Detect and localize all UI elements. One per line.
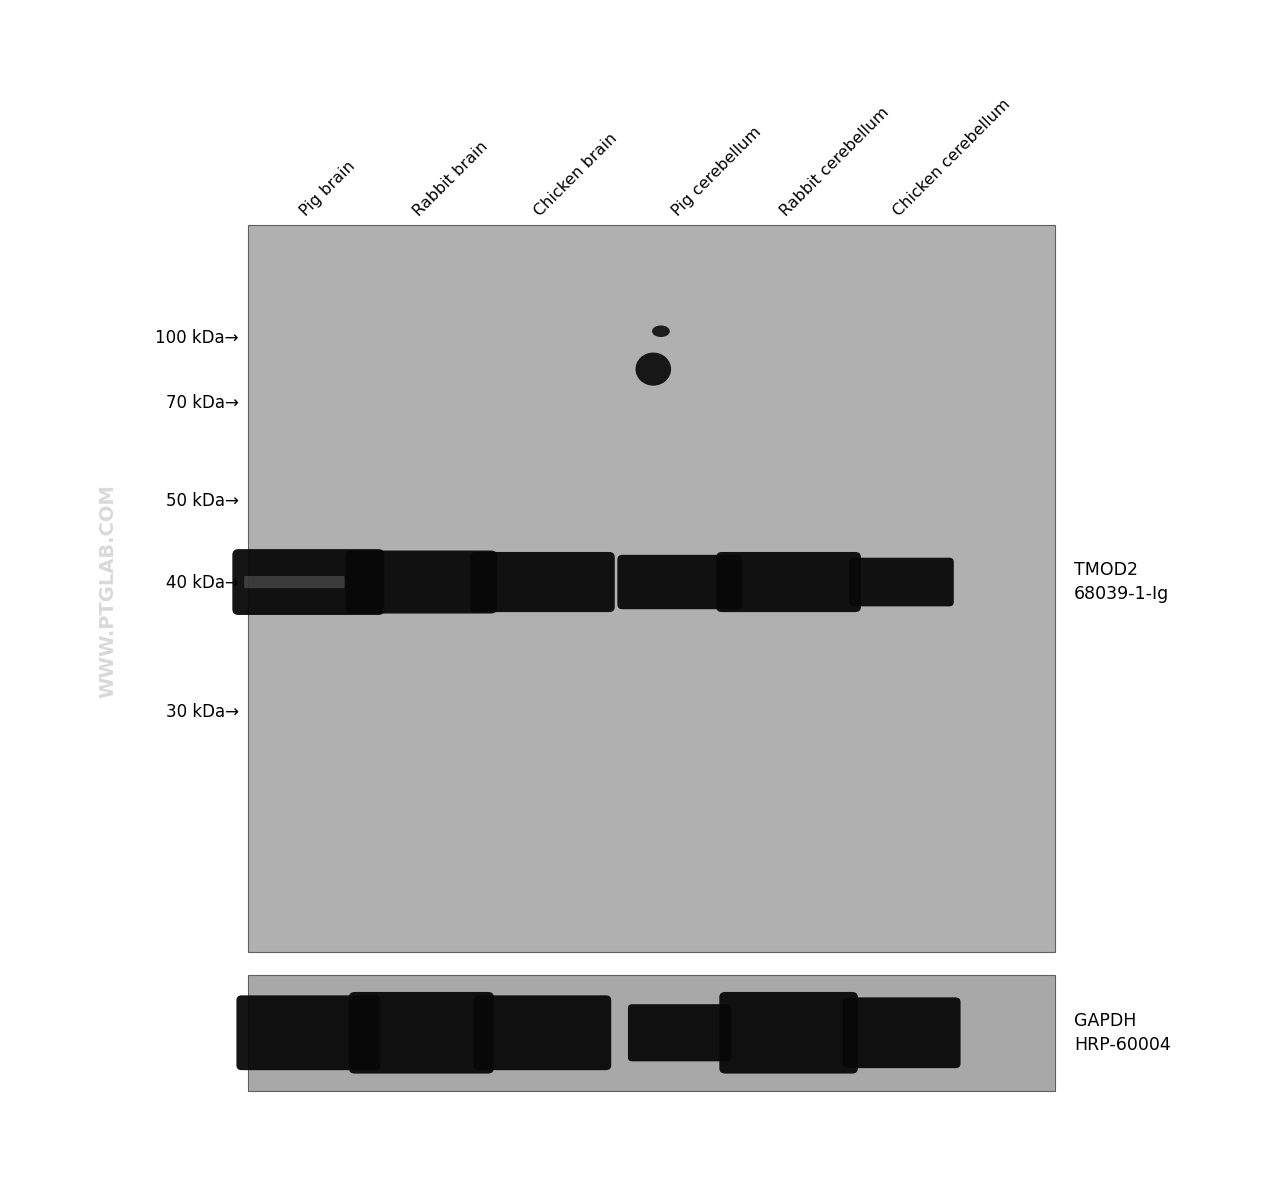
Text: 40 kDa→: 40 kDa→ — [167, 574, 239, 592]
FancyBboxPatch shape — [628, 1004, 731, 1061]
Text: Pig cerebellum: Pig cerebellum — [669, 124, 764, 219]
Ellipse shape — [636, 353, 671, 386]
Text: 50 kDa→: 50 kDa→ — [167, 492, 239, 510]
FancyBboxPatch shape — [244, 576, 344, 588]
Text: 30 kDa→: 30 kDa→ — [167, 703, 239, 722]
FancyBboxPatch shape — [346, 550, 497, 614]
FancyBboxPatch shape — [350, 991, 494, 1074]
FancyBboxPatch shape — [233, 549, 384, 615]
Text: Chicken brain: Chicken brain — [531, 130, 620, 219]
Bar — [248, 975, 1055, 1091]
Text: TMOD2
68039-1-Ig: TMOD2 68039-1-Ig — [1074, 561, 1169, 603]
FancyBboxPatch shape — [849, 557, 953, 607]
Text: Rabbit cerebellum: Rabbit cerebellum — [778, 104, 892, 219]
Text: Pig brain: Pig brain — [297, 159, 358, 219]
Text: 70 kDa→: 70 kDa→ — [167, 394, 239, 412]
FancyBboxPatch shape — [717, 552, 860, 612]
FancyBboxPatch shape — [719, 991, 858, 1074]
Bar — [248, 225, 1055, 952]
Text: 100 kDa→: 100 kDa→ — [155, 329, 239, 347]
Text: Rabbit brain: Rabbit brain — [411, 138, 491, 219]
FancyBboxPatch shape — [618, 555, 742, 609]
FancyBboxPatch shape — [843, 997, 961, 1068]
FancyBboxPatch shape — [470, 552, 615, 612]
FancyBboxPatch shape — [474, 995, 611, 1071]
Text: Chicken cerebellum: Chicken cerebellum — [891, 96, 1014, 219]
Text: GAPDH
HRP-60004: GAPDH HRP-60004 — [1074, 1011, 1171, 1054]
Text: WWW.PTGLAB.COM: WWW.PTGLAB.COM — [99, 485, 117, 698]
FancyBboxPatch shape — [236, 995, 380, 1071]
Ellipse shape — [652, 325, 670, 337]
